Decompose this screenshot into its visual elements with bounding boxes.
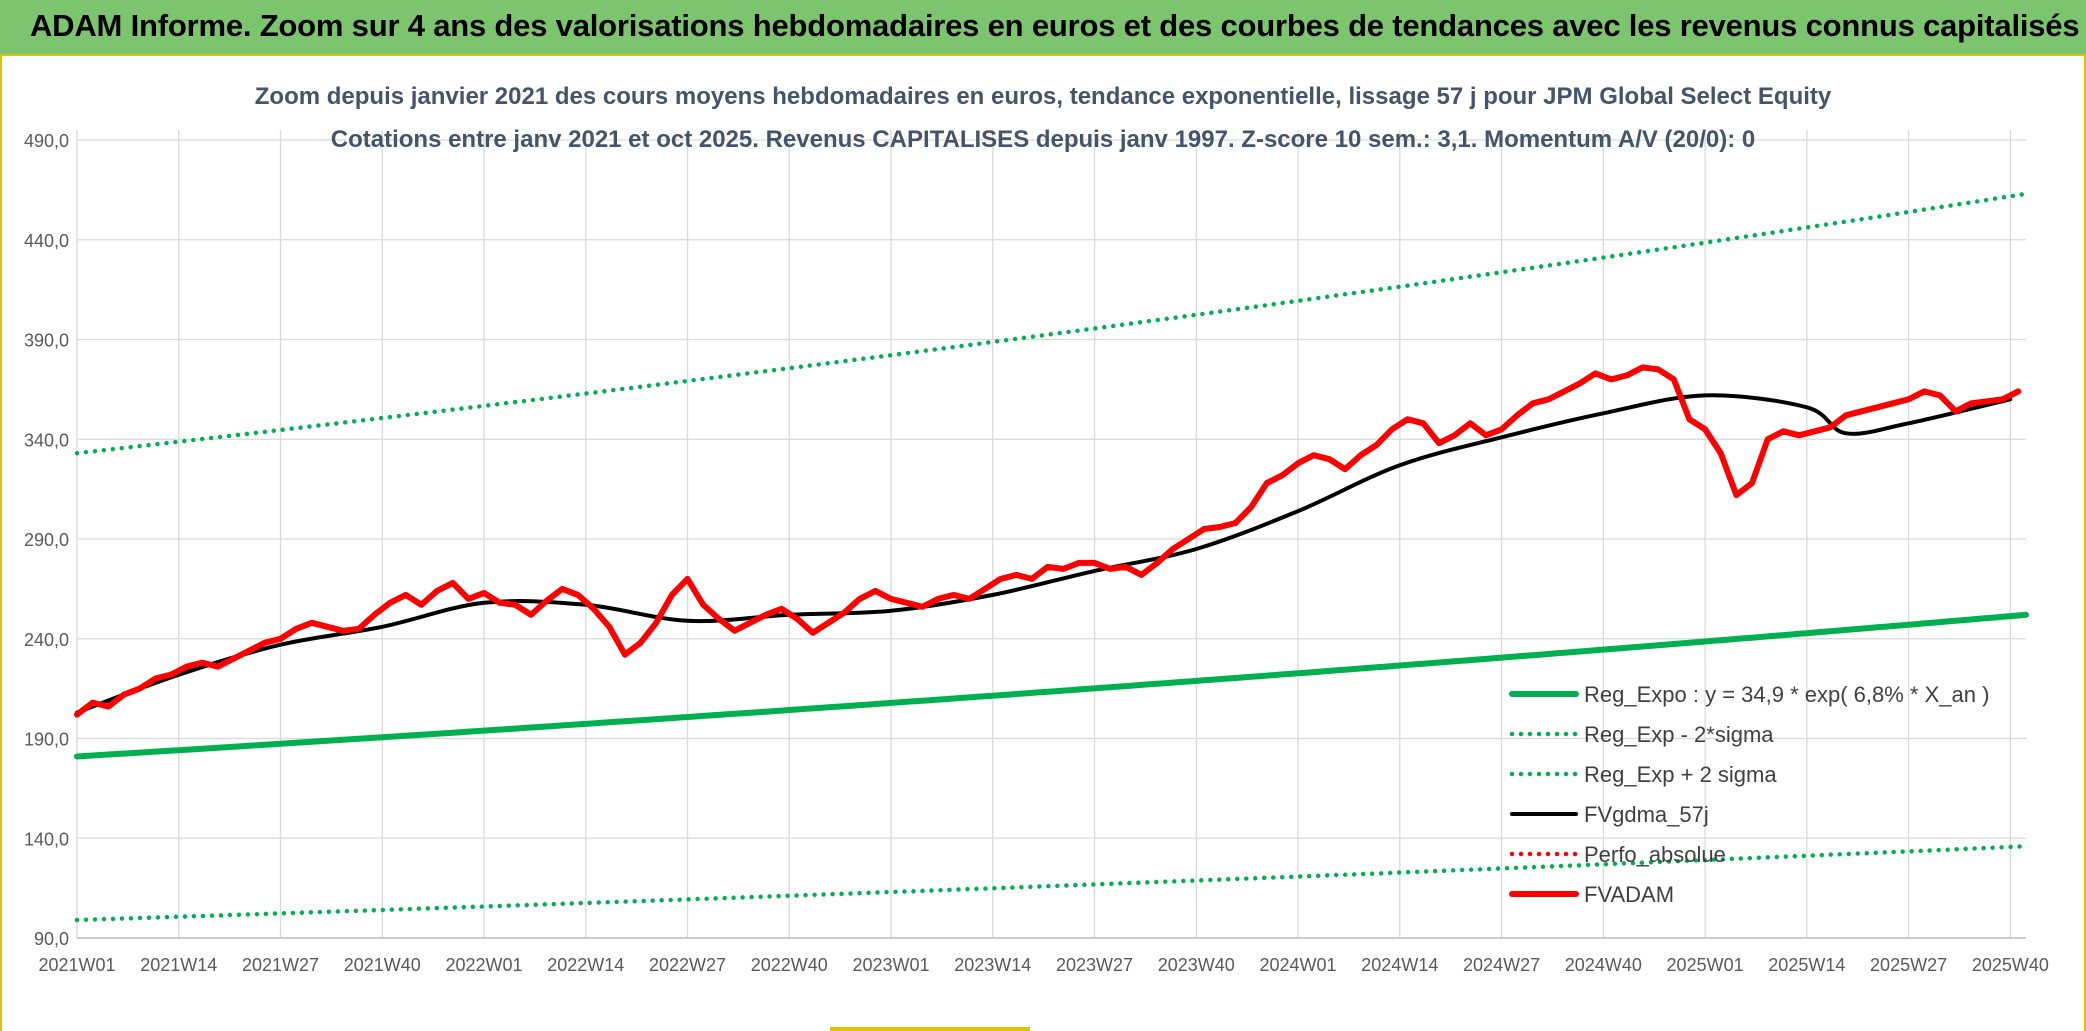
y-axis-ticks: 90,0 140,0 190,0 240,0 290,0 340,0 390,0 440,0 4… (24, 131, 69, 949)
x-tick-label: 2025W40 (1972, 955, 2049, 975)
y-tick-label: 90,0 (34, 929, 69, 949)
y-tick-label: 440,0 (24, 231, 69, 251)
legend-label: Perfo_absolue (1584, 842, 1726, 867)
series-line-reg-exp (74, 843, 2029, 923)
x-tick-label: 2021W14 (140, 955, 217, 975)
y-tick-label: 140,0 (24, 829, 69, 849)
header-bar: ADAM Informe. Zoom sur 4 ans des valoris… (0, 0, 2086, 56)
x-tick-label: 2021W27 (242, 955, 319, 975)
y-tick-label: 240,0 (24, 630, 69, 650)
x-tick-label: 2025W01 (1667, 955, 1744, 975)
legend-label: FVgdma_57j (1584, 802, 1709, 827)
x-tick-label: 2025W27 (1870, 955, 1947, 975)
x-tick-label: 2022W14 (547, 955, 624, 975)
y-tick-label: 390,0 (24, 331, 69, 351)
gridlines (76, 130, 2026, 939)
x-tick-label: 2021W01 (38, 955, 115, 975)
legend-label: Reg_Exp - 2*sigma (1584, 722, 1774, 747)
x-tick-label: 2024W14 (1361, 955, 1438, 975)
x-tick-label: 2024W27 (1463, 955, 1540, 975)
x-tick-label: 2025W14 (1768, 955, 1845, 975)
x-tick-label: 2023W27 (1056, 955, 1133, 975)
x-tick-label: 2024W01 (1260, 955, 1337, 975)
x-tick-label: 2023W40 (1158, 955, 1235, 975)
x-axis-ticks: 2021W01 2021W14 2021W27 2021W40 2022W01 2022W… (38, 955, 2048, 975)
report-title: ADAM Informe. Zoom sur 4 ans des valoris… (30, 8, 2080, 43)
x-tick-label: 2023W14 (954, 955, 1031, 975)
x-tick-label: 2021W40 (344, 955, 421, 975)
series-line-fvgdma-57j (75, 393, 2013, 715)
series-line-reg-exp (74, 191, 2029, 456)
legend-label: Reg_Exp + 2 sigma (1584, 762, 1777, 787)
legend-label: Reg_Expo : y = 34,9 * exp( 6,8% * X_an ) (1584, 682, 1989, 707)
series-lines (74, 191, 2029, 923)
x-tick-label: 2022W01 (445, 955, 522, 975)
y-tick-label: 340,0 (24, 430, 69, 450)
y-tick-label: 490,0 (24, 131, 69, 151)
y-tick-label: 190,0 (24, 730, 69, 750)
x-tick-label: 2022W40 (751, 955, 828, 975)
footer-accent (830, 1027, 1030, 1031)
chart-frame (0, 56, 2086, 1031)
y-tick-label: 290,0 (24, 530, 69, 550)
series-line-reg-expo (74, 611, 2029, 760)
legend: Reg_Expo : y = 34,9 * exp( 6,8% * X_an )… (1509, 682, 1989, 907)
legend-label: FVADAM (1584, 882, 1674, 907)
series-line-fvadam (74, 364, 2022, 718)
x-tick-label: 2024W40 (1565, 955, 1642, 975)
x-tick-label: 2023W01 (853, 955, 930, 975)
chart-title: Zoom depuis janvier 2021 des cours moyen… (254, 83, 1832, 110)
chart-subtitle: Cotations entre janv 2021 et oct 2025. R… (330, 126, 1756, 153)
x-tick-label: 2022W27 (649, 955, 726, 975)
